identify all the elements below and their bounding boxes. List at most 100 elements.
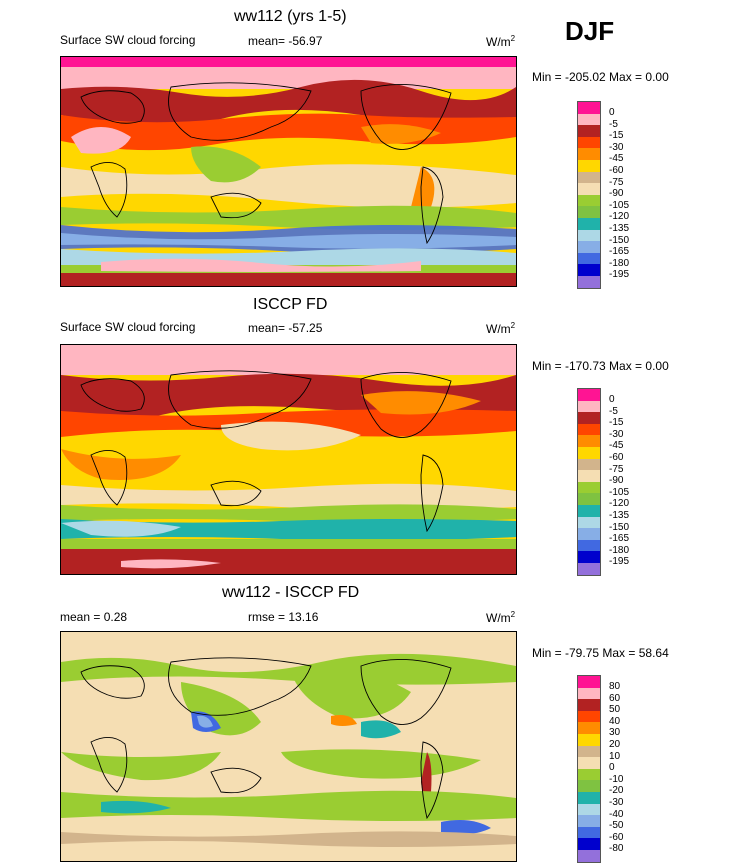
- panel-1-colorbar-label: -30: [609, 141, 624, 153]
- panel-3-colorbar-swatch: [578, 687, 600, 700]
- panel-2-colorbar-label: -195: [609, 556, 630, 568]
- panel-3-colorbar: [577, 675, 601, 863]
- panel-2-colorbar-label: -75: [609, 463, 624, 475]
- panel-2-colorbar-swatch: [578, 562, 600, 575]
- panel-1-colorbar-label: -60: [609, 165, 624, 176]
- season-label: DJF: [565, 16, 615, 46]
- panel-2-colorbar-swatch: [578, 446, 600, 459]
- panel-1-colorbar-swatch: [578, 171, 600, 184]
- panel-1-colorbar-swatch: [578, 264, 600, 276]
- panel-1-colorbar-label: -15: [609, 130, 624, 142]
- panel-3-colorbar-label: 60: [609, 692, 621, 704]
- panel-1-colorbar-label: -165: [609, 246, 630, 258]
- panel-3-colorbar-label: 30: [609, 727, 621, 739]
- panel-1-colorbar-swatch: [578, 102, 600, 114]
- panel-1-colorbar-swatch: [578, 136, 600, 149]
- panel-3-units: W/m2: [486, 610, 516, 625]
- panel-3-colorbar-label: -60: [609, 831, 624, 843]
- panel-2-colorbar-label: -5: [609, 405, 618, 417]
- panel-2-title: ISCCP FD: [253, 296, 328, 313]
- panel-2-colorbar-label: -90: [609, 475, 624, 487]
- panel-2-colorbar-swatch: [578, 435, 600, 447]
- panel-2-units: W/m2: [486, 321, 516, 336]
- panel-3-mean: mean = 0.28: [60, 610, 128, 624]
- panel-1-map: [60, 56, 517, 287]
- panel-2-variable-label: Surface SW cloud forcing: [60, 320, 196, 334]
- panel-2-colorbar: [577, 388, 601, 576]
- panel-2-colorbar-label: -105: [609, 486, 630, 498]
- panel-1-colorbar-swatch: [578, 183, 600, 195]
- panel-2-colorbar-swatch: [578, 516, 600, 529]
- panel-3-colorbar-swatch: [578, 768, 600, 781]
- panel-2-colorbar-swatch: [578, 470, 600, 482]
- panel-3-colorbar-label: 0: [609, 762, 615, 774]
- panel-1-colorbar-swatch: [578, 252, 600, 265]
- panel-1-colorbar-swatch: [578, 217, 600, 230]
- panel-2-colorbar-swatch: [578, 412, 600, 424]
- panel-3-colorbar-swatch: [578, 722, 600, 734]
- panel-3-colorbar-swatch: [578, 838, 600, 850]
- panel-1-colorbar-label: -120: [609, 211, 630, 223]
- panel-2-mean: mean= -57.25: [248, 321, 323, 335]
- panel-2-colorbar-label: -135: [609, 510, 630, 521]
- panel-2-colorbar-swatch: [578, 400, 600, 413]
- panel-1-colorbar-swatch: [578, 194, 600, 207]
- panel-1-colorbar-label: -5: [609, 118, 618, 130]
- panel-2-map: [60, 344, 517, 575]
- panel-3-colorbar-label: 10: [609, 750, 621, 762]
- panel-3-colorbar-label: -30: [609, 797, 624, 808]
- panel-2-colorbar-label: -15: [609, 417, 624, 429]
- panel-2-colorbar-label: -30: [609, 428, 624, 440]
- panel-1-title: ww112 (yrs 1-5): [234, 8, 347, 25]
- panel-3-colorbar-label: -10: [609, 773, 624, 785]
- panel-2-colorbar-label: -150: [609, 521, 630, 533]
- panel-3-colorbar-swatch: [578, 815, 600, 827]
- panel-3-map: [60, 631, 517, 862]
- panel-1-colorbar-label: -45: [609, 153, 624, 165]
- panel-2-colorbar-label: 0: [609, 394, 615, 405]
- panel-2-colorbar-label: -180: [609, 544, 630, 556]
- panel-2-colorbar-label: -165: [609, 533, 630, 545]
- panel-1-colorbar-swatch: [578, 159, 600, 172]
- panel-2-colorbar-swatch: [578, 551, 600, 563]
- panel-3-colorbar-label: -20: [609, 785, 624, 797]
- panel-3-colorbar-label: 50: [609, 704, 621, 716]
- panel-3-colorbar-label: 80: [609, 681, 621, 692]
- panel-2-colorbar-swatch: [578, 389, 600, 401]
- panel-3-colorbar-swatch: [578, 826, 600, 839]
- panel-3-colorbar-swatch: [578, 849, 600, 862]
- panel-2-colorbar-swatch: [578, 539, 600, 552]
- panel-1-mean: mean= -56.97: [248, 34, 323, 48]
- panel-3-colorbar-swatch: [578, 676, 600, 688]
- panel-3-title: ww112 - ISCCP FD: [222, 584, 360, 601]
- panel-1-colorbar-swatch: [578, 275, 600, 288]
- panel-3-colorbar-swatch: [578, 710, 600, 723]
- panel-3-colorbar-label: -40: [609, 808, 624, 820]
- panel-2-colorbar-swatch: [578, 458, 600, 471]
- panel-2-colorbar-swatch: [578, 528, 600, 540]
- panel-1-colorbar-swatch: [578, 113, 600, 126]
- panel-2-minmax: Min = -170.73 Max = 0.00: [532, 359, 669, 373]
- panel-1-colorbar-label: -195: [609, 269, 630, 281]
- panel-3-colorbar-swatch: [578, 745, 600, 758]
- panel-2-colorbar-swatch: [578, 481, 600, 494]
- panel-3-colorbar-swatch: [578, 780, 600, 792]
- panel-1-colorbar-label: -150: [609, 234, 630, 246]
- panel-1-colorbar-label: 0: [609, 107, 615, 118]
- panel-1-colorbar-swatch: [578, 125, 600, 137]
- panel-2-colorbar-label: -120: [609, 498, 630, 510]
- panel-1-units: W/m2: [486, 34, 516, 49]
- panel-3-colorbar-swatch: [578, 791, 600, 804]
- panel-3-colorbar-label: -80: [609, 843, 624, 855]
- panel-2-colorbar-swatch: [578, 504, 600, 517]
- panel-3-rmse: rmse = 13.16: [248, 610, 319, 624]
- panel-3-colorbar-swatch: [578, 733, 600, 746]
- panel-1-colorbar-label: -180: [609, 257, 630, 269]
- panel-1-colorbar-swatch: [578, 241, 600, 253]
- panel-1-colorbar-label: -90: [609, 188, 624, 200]
- panel-1-variable-label: Surface SW cloud forcing: [60, 33, 196, 47]
- panel-2-colorbar-swatch: [578, 423, 600, 436]
- panel-3-colorbar-label: 20: [609, 739, 621, 750]
- panel-1-colorbar-swatch: [578, 229, 600, 242]
- panel-2-colorbar-label: -45: [609, 440, 624, 452]
